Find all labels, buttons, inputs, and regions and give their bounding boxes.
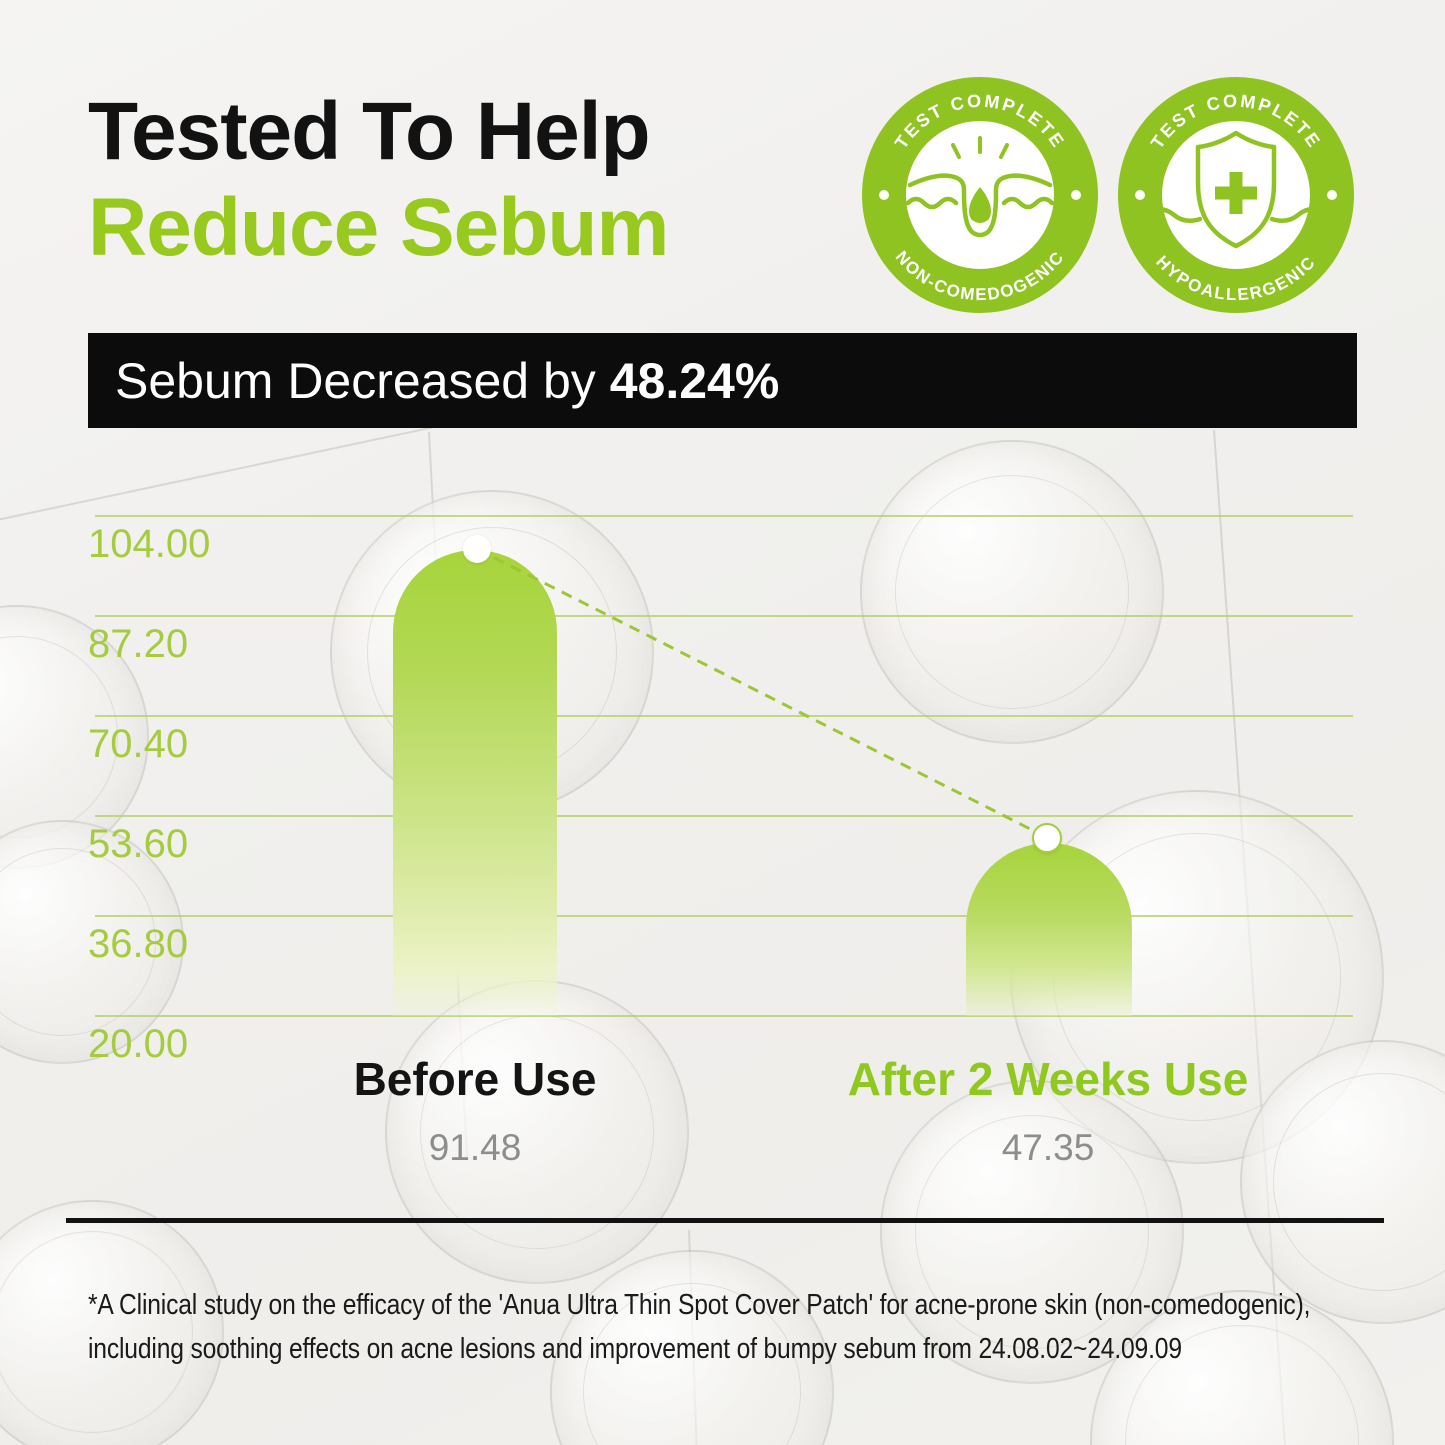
sheet-edge-line [0, 426, 433, 522]
gridline [95, 815, 1353, 817]
value-label-before: 91.48 [428, 1127, 522, 1168]
y-tick-label: 70.40 [88, 722, 189, 766]
gridline [95, 615, 1353, 617]
gridline [95, 715, 1353, 717]
page-title: Tested To Help Reduce Sebum [88, 84, 669, 276]
gridline [95, 515, 1353, 517]
page-title-line2: Reduce Sebum [88, 182, 669, 273]
gridline [95, 915, 1353, 917]
y-tick-label: 36.80 [88, 922, 189, 966]
category-label-before: Before Use [353, 1053, 597, 1105]
footnote-line1: *A Clinical study on the efficacy of the… [88, 1289, 1311, 1321]
bar-after-use [966, 843, 1132, 1016]
badge-dot-left [1135, 190, 1145, 200]
banner-highlight-value: 48.24% [609, 352, 780, 409]
footer-divider [66, 1218, 1384, 1223]
result-banner: Sebum Decreased by 48.24% [88, 333, 1357, 428]
y-tick-label: 20.00 [88, 1022, 189, 1066]
page-title-line1: Tested To Help [88, 86, 651, 177]
clinical-study-footnote: *A Clinical study on the efficacy of the… [88, 1283, 1414, 1371]
badge-hypoallergenic: TEST COMPLETE HYPOALLERGENIC [1118, 77, 1354, 313]
data-point-before [463, 535, 491, 563]
y-tick-label: 53.60 [88, 822, 189, 866]
badge-dot-left [879, 190, 889, 200]
background-patch-circle [880, 1080, 1184, 1384]
pore-sebum-icon [905, 136, 1055, 238]
bar-before-use [393, 550, 557, 1016]
shield-plus-icon [1145, 130, 1327, 249]
badge-non-comedogenic: TEST COMPLETE NON-COMEDOGENIC [862, 77, 1098, 313]
badge-dot-right [1071, 190, 1081, 200]
y-tick-label: 87.20 [88, 622, 189, 666]
background-patch-circle [860, 440, 1164, 744]
banner-text: Sebum Decreased by [115, 352, 610, 409]
badge-dot-right [1327, 190, 1337, 200]
background-patch-circle [0, 1200, 224, 1445]
y-tick-label: 104.00 [88, 522, 211, 566]
gridline [95, 1015, 1353, 1017]
category-label-after: After 2 Weeks Use [847, 1053, 1249, 1105]
value-label-after: 47.35 [1001, 1127, 1095, 1168]
data-point-after [1032, 823, 1062, 853]
footnote-line2: including soothing effects on acne lesio… [88, 1333, 1182, 1365]
